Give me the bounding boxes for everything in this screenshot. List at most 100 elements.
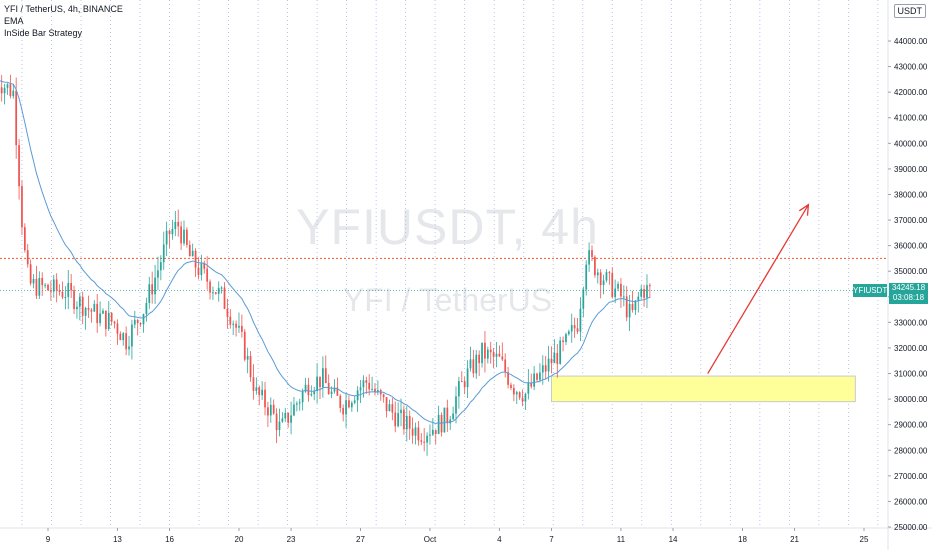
candle-body[interactable] (327, 382, 330, 394)
candle-body[interactable] (426, 435, 428, 443)
ema-line[interactable] (0, 80, 651, 425)
candle-body[interactable] (73, 290, 75, 310)
candle-body[interactable] (197, 267, 200, 276)
candle-body[interactable] (278, 421, 281, 431)
candle-body[interactable] (38, 277, 41, 296)
candle-body[interactable] (579, 308, 582, 332)
candle-body[interactable] (397, 413, 399, 427)
candle-body[interactable] (87, 307, 90, 310)
projection-arrow-shaft[interactable] (707, 204, 810, 374)
candle-body[interactable] (637, 296, 640, 301)
candle-body[interactable] (573, 325, 576, 329)
candle-body[interactable] (631, 303, 634, 311)
candle-body[interactable] (238, 325, 240, 328)
candle-body[interactable] (434, 429, 437, 434)
candle-body[interactable] (203, 263, 206, 269)
candle-body[interactable] (333, 387, 336, 392)
candle-body[interactable] (58, 290, 61, 292)
candle-body[interactable] (576, 328, 579, 332)
candle-body[interactable] (232, 323, 235, 325)
candle-body[interactable] (350, 402, 353, 408)
candle-body[interactable] (550, 358, 553, 364)
candle-body[interactable] (518, 392, 521, 398)
candle-body[interactable] (81, 296, 84, 316)
candle-body[interactable] (157, 270, 159, 278)
candle-body[interactable] (290, 415, 292, 423)
candle-body[interactable] (70, 283, 73, 291)
candle-body[interactable] (284, 412, 287, 419)
candle-body[interactable] (463, 381, 466, 388)
candle-body[interactable] (93, 303, 96, 312)
candle-body[interactable] (382, 394, 385, 398)
candle-body[interactable] (625, 296, 628, 318)
candle-body[interactable] (246, 355, 249, 360)
candle-body[interactable] (212, 292, 214, 294)
candle-body[interactable] (608, 272, 611, 274)
candle-body[interactable] (394, 412, 397, 427)
candle-body[interactable] (507, 372, 509, 385)
candle-body[interactable] (374, 388, 376, 393)
candle-body[interactable] (646, 285, 648, 298)
candle-body[interactable] (388, 404, 391, 412)
candle-body[interactable] (368, 382, 371, 390)
candle-body[interactable] (21, 186, 23, 228)
candle-body[interactable] (622, 296, 625, 298)
candle-body[interactable] (223, 287, 226, 309)
candle-body[interactable] (151, 284, 154, 295)
candle-body[interactable] (466, 368, 469, 388)
candle-body[interactable] (319, 376, 321, 388)
candle-body[interactable] (145, 302, 148, 315)
candle-body[interactable] (342, 407, 345, 415)
candle-body[interactable] (226, 308, 229, 317)
candle-body[interactable] (489, 349, 492, 353)
candle-body[interactable] (102, 310, 104, 314)
candle-body[interactable] (209, 281, 211, 293)
candle-body[interactable] (455, 396, 457, 414)
candle-body[interactable] (458, 381, 460, 397)
candle-body[interactable] (452, 413, 454, 420)
candle-body[interactable] (620, 283, 622, 297)
candle-body[interactable] (47, 284, 49, 291)
candle-body[interactable] (64, 296, 67, 298)
candle-body[interactable] (359, 387, 362, 391)
candle-body[interactable] (258, 387, 261, 396)
candle-body[interactable] (316, 376, 318, 392)
candle-body[interactable] (403, 409, 405, 430)
candle-body[interactable] (431, 429, 434, 435)
candle-body[interactable] (348, 400, 350, 408)
candle-body[interactable] (371, 388, 373, 390)
candle-body[interactable] (498, 353, 501, 357)
candle-body[interactable] (475, 354, 478, 374)
candle-body[interactable] (446, 407, 449, 424)
candle-body[interactable] (133, 319, 136, 325)
candle-body[interactable] (194, 250, 197, 268)
candle-body[interactable] (353, 400, 356, 403)
candle-body[interactable] (55, 279, 58, 291)
candle-body[interactable] (128, 346, 130, 350)
candle-body[interactable] (67, 283, 70, 297)
candle-body[interactable] (513, 387, 515, 395)
candle-body[interactable] (241, 325, 243, 332)
candle-body[interactable] (588, 250, 590, 265)
candle-body[interactable] (18, 145, 20, 187)
candle-body[interactable] (411, 428, 414, 436)
candle-body[interactable] (298, 402, 301, 404)
candle-body[interactable] (6, 84, 9, 88)
candle-body[interactable] (217, 287, 220, 294)
candle-body[interactable] (443, 407, 446, 433)
candle-body[interactable] (547, 358, 550, 372)
ema-indicator-label[interactable]: EMA (4, 16, 24, 26)
candle-body[interactable] (481, 342, 483, 364)
candle-body[interactable] (313, 391, 316, 395)
candle-body[interactable] (408, 415, 411, 429)
candle-body[interactable] (556, 352, 559, 364)
candle-body[interactable] (107, 312, 110, 330)
candle-body[interactable] (330, 391, 333, 394)
candle-body[interactable] (304, 384, 307, 392)
candle-body[interactable] (125, 333, 127, 350)
candle-body[interactable] (84, 307, 87, 316)
candle-body[interactable] (177, 221, 180, 227)
candle-body[interactable] (420, 440, 423, 442)
candle-body[interactable] (365, 380, 368, 383)
